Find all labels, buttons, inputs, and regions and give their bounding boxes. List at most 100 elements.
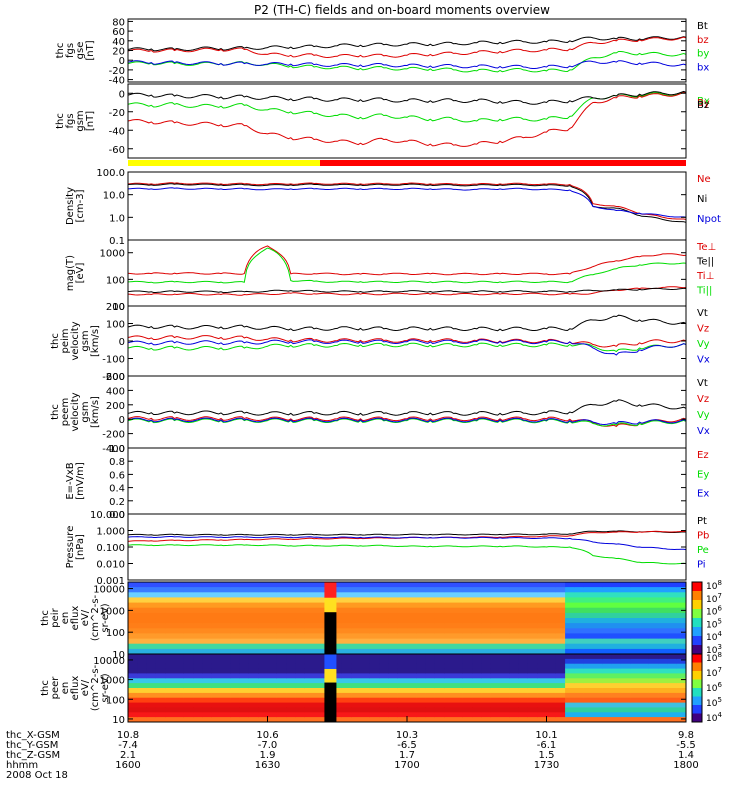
spectrogram-cell: [537, 658, 547, 665]
spectrogram-cell: [221, 692, 231, 699]
colorbar-tick-label: 105: [706, 617, 722, 630]
spectrogram-cell: [481, 673, 492, 679]
spectrogram-cell: [518, 638, 529, 645]
spectrogram-cell: [379, 692, 389, 699]
spectrogram-cell: [332, 618, 343, 624]
legend-entry: Vz: [697, 394, 709, 405]
spectrogram-cell: [648, 707, 659, 713]
series-line-bx: [127, 60, 687, 69]
spectrogram-cell: [565, 702, 575, 708]
spectrogram-cell: [444, 592, 454, 598]
spectrogram-cell: [341, 607, 352, 614]
y-tick-label: 1.0: [109, 444, 125, 455]
spectrogram-cell: [258, 623, 268, 629]
spectrogram-cell: [490, 633, 501, 639]
y-axis-label: thc peem velocity gsm [km/s]: [50, 392, 101, 431]
spectrogram-cell: [639, 668, 650, 674]
spectrogram-cell: [667, 697, 678, 704]
spectrogram-cell: [388, 707, 399, 713]
spectrogram-cell: [332, 712, 343, 718]
spectrogram-cell: [574, 663, 585, 670]
spectrogram-cell: [509, 602, 520, 609]
spectrogram-cell: [379, 612, 389, 619]
spectrogram-cell: [416, 597, 427, 603]
spectrogram-cell: [425, 702, 436, 708]
spectrogram-cell: [565, 592, 575, 598]
spectrogram-cell: [518, 618, 529, 624]
y-tick-label: 10.000: [90, 510, 125, 521]
spectrogram-cell: [611, 707, 622, 713]
spectrogram-cell: [574, 692, 585, 699]
spectrogram-cell: [258, 633, 268, 639]
spectrogram-cell: [611, 688, 622, 694]
spectrogram-cell: [407, 638, 417, 645]
spectrogram-cell: [193, 683, 203, 689]
spectrogram-cell: [248, 602, 259, 609]
spectrogram-cell: [537, 673, 547, 679]
spectrogram-cell: [258, 717, 268, 723]
spectrogram-cell: [676, 717, 687, 723]
spectrogram-cell: [518, 663, 529, 670]
spectrogram-cell: [509, 678, 520, 684]
spectrogram-cell: [397, 712, 408, 718]
spectrogram-cell: [583, 668, 594, 674]
spectrogram-cell: [527, 697, 538, 704]
spectrogram-cell: [211, 654, 222, 660]
spectrogram-cell: [407, 707, 417, 713]
series-line-Pt: [127, 530, 687, 536]
colorbar-tick-label: 104: [706, 630, 722, 643]
spectrogram-cell: [360, 633, 371, 639]
spectrogram-cell: [397, 692, 408, 699]
spectrogram-cell: [128, 597, 138, 603]
spectrogram-cell: [258, 673, 268, 679]
spectrogram-cell: [620, 607, 631, 614]
spectrogram-cell: [407, 623, 417, 629]
spectrogram-cell: [360, 697, 371, 704]
spectrogram-cell: [202, 678, 213, 684]
spectrogram-cell: [360, 597, 371, 603]
spectrogram-cell: [667, 628, 678, 634]
spectrogram-cell: [202, 668, 213, 674]
spectrogram-cell: [574, 643, 585, 650]
spectrogram-cell: [574, 678, 585, 684]
spectrogram-cell: [341, 643, 352, 650]
spectrogram-cell: [397, 602, 408, 609]
spectrogram-cell: [146, 633, 157, 639]
y-tick-label: -40: [109, 126, 125, 137]
spectrogram-cell: [667, 668, 678, 674]
spectrogram-cell: [555, 643, 566, 650]
spectrogram-cell: [500, 658, 510, 665]
spectrogram-cell: [137, 643, 148, 650]
spectrogram-cell: [351, 602, 361, 609]
spectrogram-cell: [239, 658, 250, 665]
spectrogram-cell: [258, 697, 268, 704]
spectrogram-cell: [193, 707, 203, 713]
spectrogram-cell: [630, 633, 640, 639]
spectrogram-cell: [304, 658, 315, 665]
spectrogram-cell: [258, 663, 268, 670]
spectrogram-cell: [546, 697, 557, 704]
spectrogram-cell: [500, 668, 510, 674]
spectrogram-cell: [202, 612, 213, 619]
spectrogram-cell: [155, 707, 166, 713]
spectrogram-cell: [639, 717, 650, 723]
spectrogram-cell: [416, 673, 427, 679]
spectrogram-cell: [611, 697, 622, 704]
spectrogram-cell: [472, 692, 482, 699]
spectrogram-cell: [183, 707, 194, 713]
spectrogram-cell: [490, 697, 501, 704]
colorbar-segment: [692, 662, 702, 672]
spectrogram-cell: [481, 628, 492, 634]
burst-stripe: [324, 597, 337, 613]
spectrogram-cell: [407, 592, 417, 598]
spectrogram-cell: [537, 663, 547, 670]
spectrogram-cell: [388, 638, 399, 645]
spectrogram-cell: [602, 618, 613, 624]
spectrogram-cell: [193, 654, 203, 660]
spectrogram-cell: [639, 607, 650, 614]
spectrogram-cell: [425, 587, 436, 593]
spectrogram-cell: [258, 602, 268, 609]
spectrogram-cell: [379, 654, 389, 660]
spectrogram-cell: [314, 638, 324, 645]
